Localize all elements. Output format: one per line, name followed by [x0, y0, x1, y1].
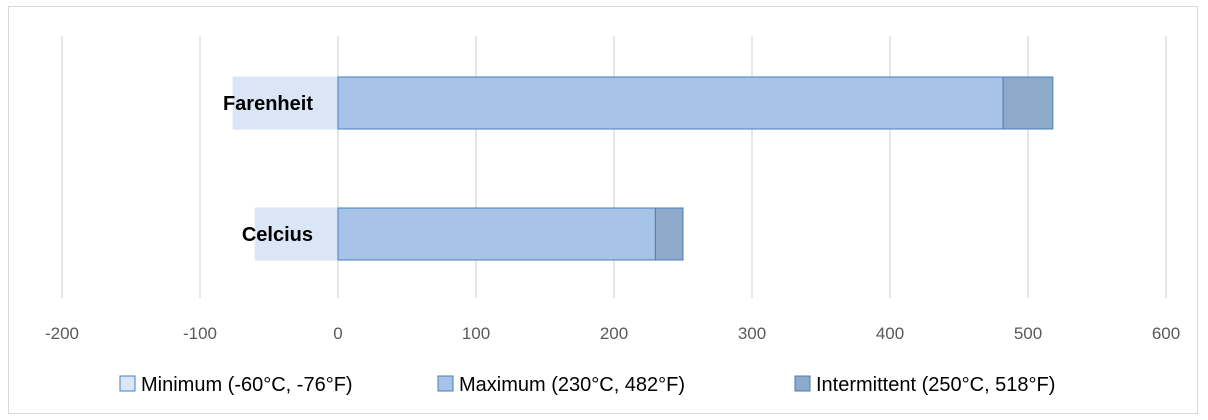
bars	[232, 76, 1054, 261]
legend-label: Maximum (230°C, 482°F)	[459, 374, 685, 396]
bar-intermittent	[654, 207, 684, 261]
bar-intermittent	[1002, 76, 1054, 130]
legend-label: Minimum (-60°C, -76°F)	[141, 374, 353, 396]
bar-minimum	[254, 207, 339, 261]
x-tick-label: -200	[45, 324, 79, 343]
category-label: Celcius	[242, 224, 313, 246]
bar-maximum	[337, 207, 656, 261]
legend-label: Intermittent (250°C, 518°F)	[816, 374, 1055, 396]
legend: Minimum (-60°C, -76°F) Maximum (230°C, 48…	[119, 374, 1055, 396]
x-axis-tick-labels: -200 -100 0 100 200 300 400 500 600	[45, 324, 1180, 343]
legend-swatch	[437, 375, 454, 392]
gridlines	[61, 36, 1167, 298]
x-tick-label: 300	[738, 324, 766, 343]
x-tick-label: 200	[600, 324, 628, 343]
category-labels: Farenheit Celcius	[223, 93, 313, 246]
x-tick-label: -100	[183, 324, 217, 343]
category-label: Farenheit	[223, 93, 313, 115]
bar-minimum	[232, 76, 339, 130]
legend-swatch	[119, 375, 136, 392]
x-tick-label: 600	[1152, 324, 1180, 343]
x-tick-label: 0	[333, 324, 342, 343]
legend-swatch	[794, 375, 811, 392]
bar-maximum	[337, 76, 1004, 130]
x-tick-label: 100	[462, 324, 490, 343]
x-tick-label: 400	[876, 324, 904, 343]
x-tick-label: 500	[1014, 324, 1042, 343]
